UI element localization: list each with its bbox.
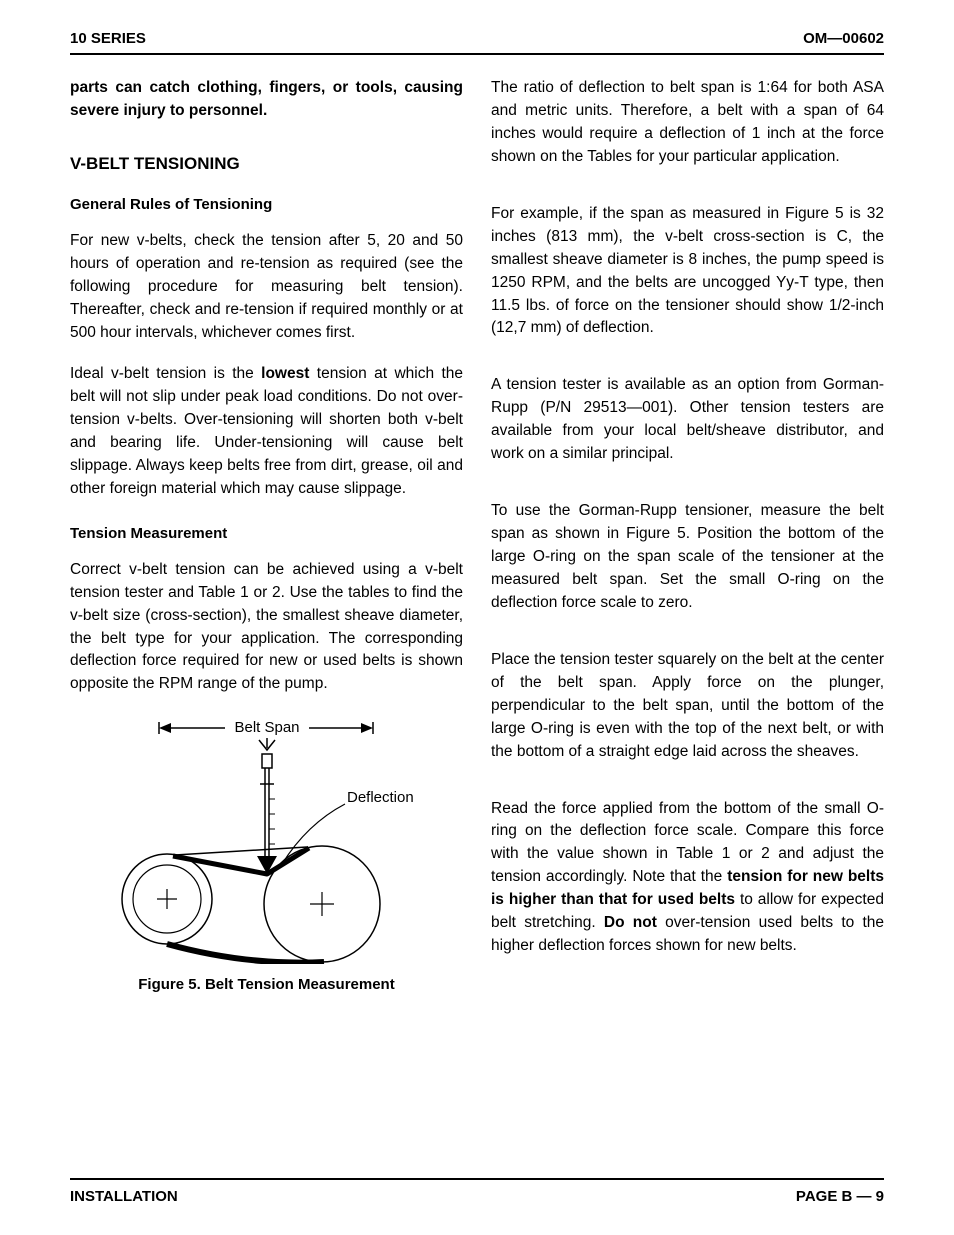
footer-left: INSTALLATION <box>70 1188 178 1205</box>
header-right: OM—00602 <box>803 30 884 47</box>
para-place-tester: Place the tension tester squarely on the… <box>491 649 884 764</box>
para-example: For example, if the span as measured in … <box>491 203 884 341</box>
text-bold-do-not: Do not <box>604 914 657 931</box>
page-footer: INSTALLATION PAGE B — 9 <box>70 1178 884 1205</box>
footer-right: PAGE B — 9 <box>796 1188 884 1205</box>
subheading-general-rules: General Rules of Tensioning <box>70 194 463 216</box>
warning-continuation: parts can catch clothing, fingers, or to… <box>70 77 463 123</box>
text-bold-lowest: lowest <box>261 365 309 382</box>
belt-tension-diagram: Belt Span <box>107 714 427 964</box>
label-deflection: Deflection <box>347 789 414 806</box>
subheading-tension-measurement: Tension Measurement <box>70 523 463 545</box>
para-ratio: The ratio of deflection to belt span is … <box>491 77 884 169</box>
content-columns: parts can catch clothing, fingers, or to… <box>70 77 884 997</box>
text-fragment: Ideal v-belt tension is the <box>70 365 261 382</box>
para-read-force: Read the force applied from the bottom o… <box>491 798 884 959</box>
header-left: 10 SERIES <box>70 30 146 47</box>
left-column: parts can catch clothing, fingers, or to… <box>70 77 463 997</box>
section-heading: V-BELT TENSIONING <box>70 151 463 176</box>
page: 10 SERIES OM—00602 parts can catch cloth… <box>0 0 954 1235</box>
para-ideal-tension: Ideal v-belt tension is the lowest tensi… <box>70 363 463 501</box>
text-fragment: tension at which the belt will not slip … <box>70 365 463 497</box>
para-tester-option: A tension tester is available as an opti… <box>491 374 884 466</box>
page-header: 10 SERIES OM—00602 <box>70 30 884 55</box>
para-new-belts: For new v-belts, check the tension after… <box>70 230 463 345</box>
right-column: The ratio of deflection to belt span is … <box>491 77 884 997</box>
para-use-tensioner: To use the Gorman-Rupp tensioner, measur… <box>491 500 884 615</box>
para-correct-tension: Correct v-belt tension can be achieved u… <box>70 559 463 697</box>
figure-caption: Figure 5. Belt Tension Measurement <box>70 974 463 996</box>
figure-belt-tension: Belt Span <box>70 714 463 996</box>
label-belt-span: Belt Span <box>234 719 299 736</box>
